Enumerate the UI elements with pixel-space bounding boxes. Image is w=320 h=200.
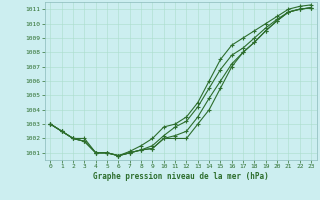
X-axis label: Graphe pression niveau de la mer (hPa): Graphe pression niveau de la mer (hPa) xyxy=(93,172,269,181)
